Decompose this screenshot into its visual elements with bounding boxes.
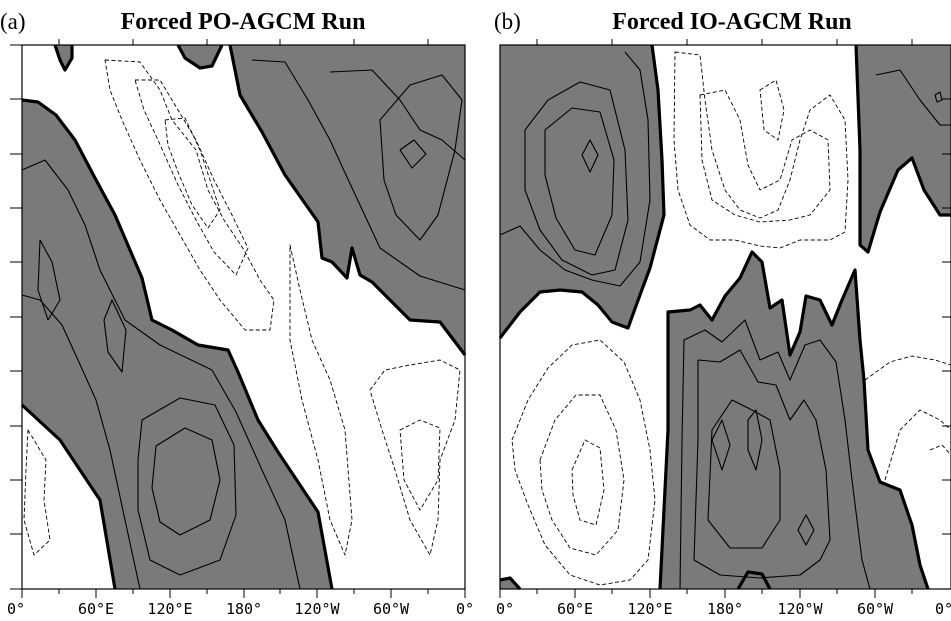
panel-b-xtick-4: 120°W bbox=[777, 600, 823, 618]
panel-a-x-tick-labels: 0° 60°E 120°E 180° 120°W 60°W 0° bbox=[7, 600, 474, 618]
panel-a: (a) Forced PO-AGCM Run bbox=[0, 9, 474, 618]
panel-b-x-ticks bbox=[499, 39, 913, 598]
panel-a-x-ticks bbox=[21, 39, 466, 598]
panel-a-negative-contours bbox=[23, 59, 461, 556]
panel-b-shade-corner bbox=[500, 578, 520, 589]
panel-b-xtick-6: 0° bbox=[935, 600, 951, 618]
panel-b-label: (b) bbox=[494, 9, 521, 34]
panel-a-xtick-5: 60°W bbox=[373, 600, 410, 618]
panel-b-xtick-1: 60°E bbox=[557, 600, 593, 618]
panel-a-xtick-2: 120°E bbox=[147, 600, 192, 618]
panel-b-xtick-5: 60°W bbox=[857, 600, 894, 618]
panel-a-shade-northeast bbox=[230, 45, 465, 355]
panel-a-xtick-6: 0° bbox=[456, 600, 474, 618]
panel-a-title: Forced PO-AGCM Run bbox=[121, 9, 366, 35]
panel-b-xtick-2: 120°E bbox=[627, 600, 672, 618]
panel-a-positive-contours bbox=[21, 59, 466, 590]
panel-a-xtick-0: 0° bbox=[7, 600, 25, 618]
panel-a-shade-southwest bbox=[22, 100, 332, 589]
panel-b-xtick-3: 180° bbox=[707, 600, 743, 618]
panel-a-xtick-3: 180° bbox=[226, 600, 262, 618]
panel-b-shade-east bbox=[856, 45, 951, 252]
panel-b-title: Forced IO-AGCM Run bbox=[612, 9, 852, 35]
panel-b-positive-contours bbox=[499, 51, 951, 590]
panel-b: (b) Forced IO-AGCM Run bbox=[494, 9, 951, 618]
panel-a-y-ticks bbox=[10, 44, 22, 590]
panel-b-x-tick-labels: 0° 60°E 120°E 180° 120°W 60°W 0° bbox=[496, 600, 951, 618]
panel-b-xtick-0: 0° bbox=[496, 600, 514, 618]
panel-a-shade-top-middle bbox=[178, 45, 222, 68]
panel-a-xtick-1: 60°E bbox=[78, 600, 114, 618]
panel-a-xtick-4: 120°W bbox=[294, 600, 340, 618]
panel-a-label: (a) bbox=[0, 9, 26, 34]
panel-b-negative-contours bbox=[511, 51, 951, 586]
panel-b-shade-west bbox=[500, 45, 664, 338]
panel-b-y-ticks bbox=[942, 98, 951, 535]
panel-b-shade-center bbox=[660, 252, 928, 589]
